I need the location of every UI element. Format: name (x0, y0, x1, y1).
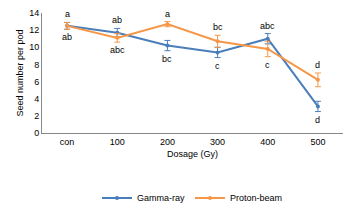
svg-text:400: 400 (260, 137, 275, 147)
svg-text:2: 2 (34, 111, 39, 121)
svg-text:con: con (60, 137, 75, 147)
svg-text:8: 8 (34, 60, 39, 70)
svg-text:Gamma-ray: Gamma-ray (137, 193, 185, 203)
svg-text:4: 4 (34, 94, 39, 104)
svg-text:10: 10 (29, 42, 39, 52)
svg-text:a: a (165, 9, 170, 19)
svg-text:bc: bc (162, 54, 172, 64)
svg-text:abc: abc (260, 21, 275, 31)
svg-text:0: 0 (34, 128, 39, 138)
svg-text:200: 200 (160, 137, 175, 147)
svg-text:bc: bc (213, 22, 223, 32)
svg-text:ab: ab (112, 15, 122, 25)
svg-text:14: 14 (29, 8, 39, 18)
svg-text:ab: ab (62, 32, 72, 42)
svg-text:d: d (315, 115, 320, 125)
svg-text:c: c (265, 60, 270, 70)
svg-text:Seed number per pod: Seed number per pod (15, 29, 25, 116)
svg-text:100: 100 (110, 137, 125, 147)
svg-text:Proton-beam: Proton-beam (230, 193, 282, 203)
svg-text:c: c (215, 61, 220, 71)
svg-text:500: 500 (310, 137, 325, 147)
svg-text:Dosage (Gy): Dosage (Gy) (167, 149, 218, 159)
svg-text:12: 12 (29, 25, 39, 35)
svg-text:a: a (65, 9, 70, 19)
svg-text:6: 6 (34, 77, 39, 87)
svg-text:abc: abc (110, 45, 125, 55)
svg-text:d: d (315, 60, 320, 70)
svg-text:300: 300 (210, 137, 225, 147)
